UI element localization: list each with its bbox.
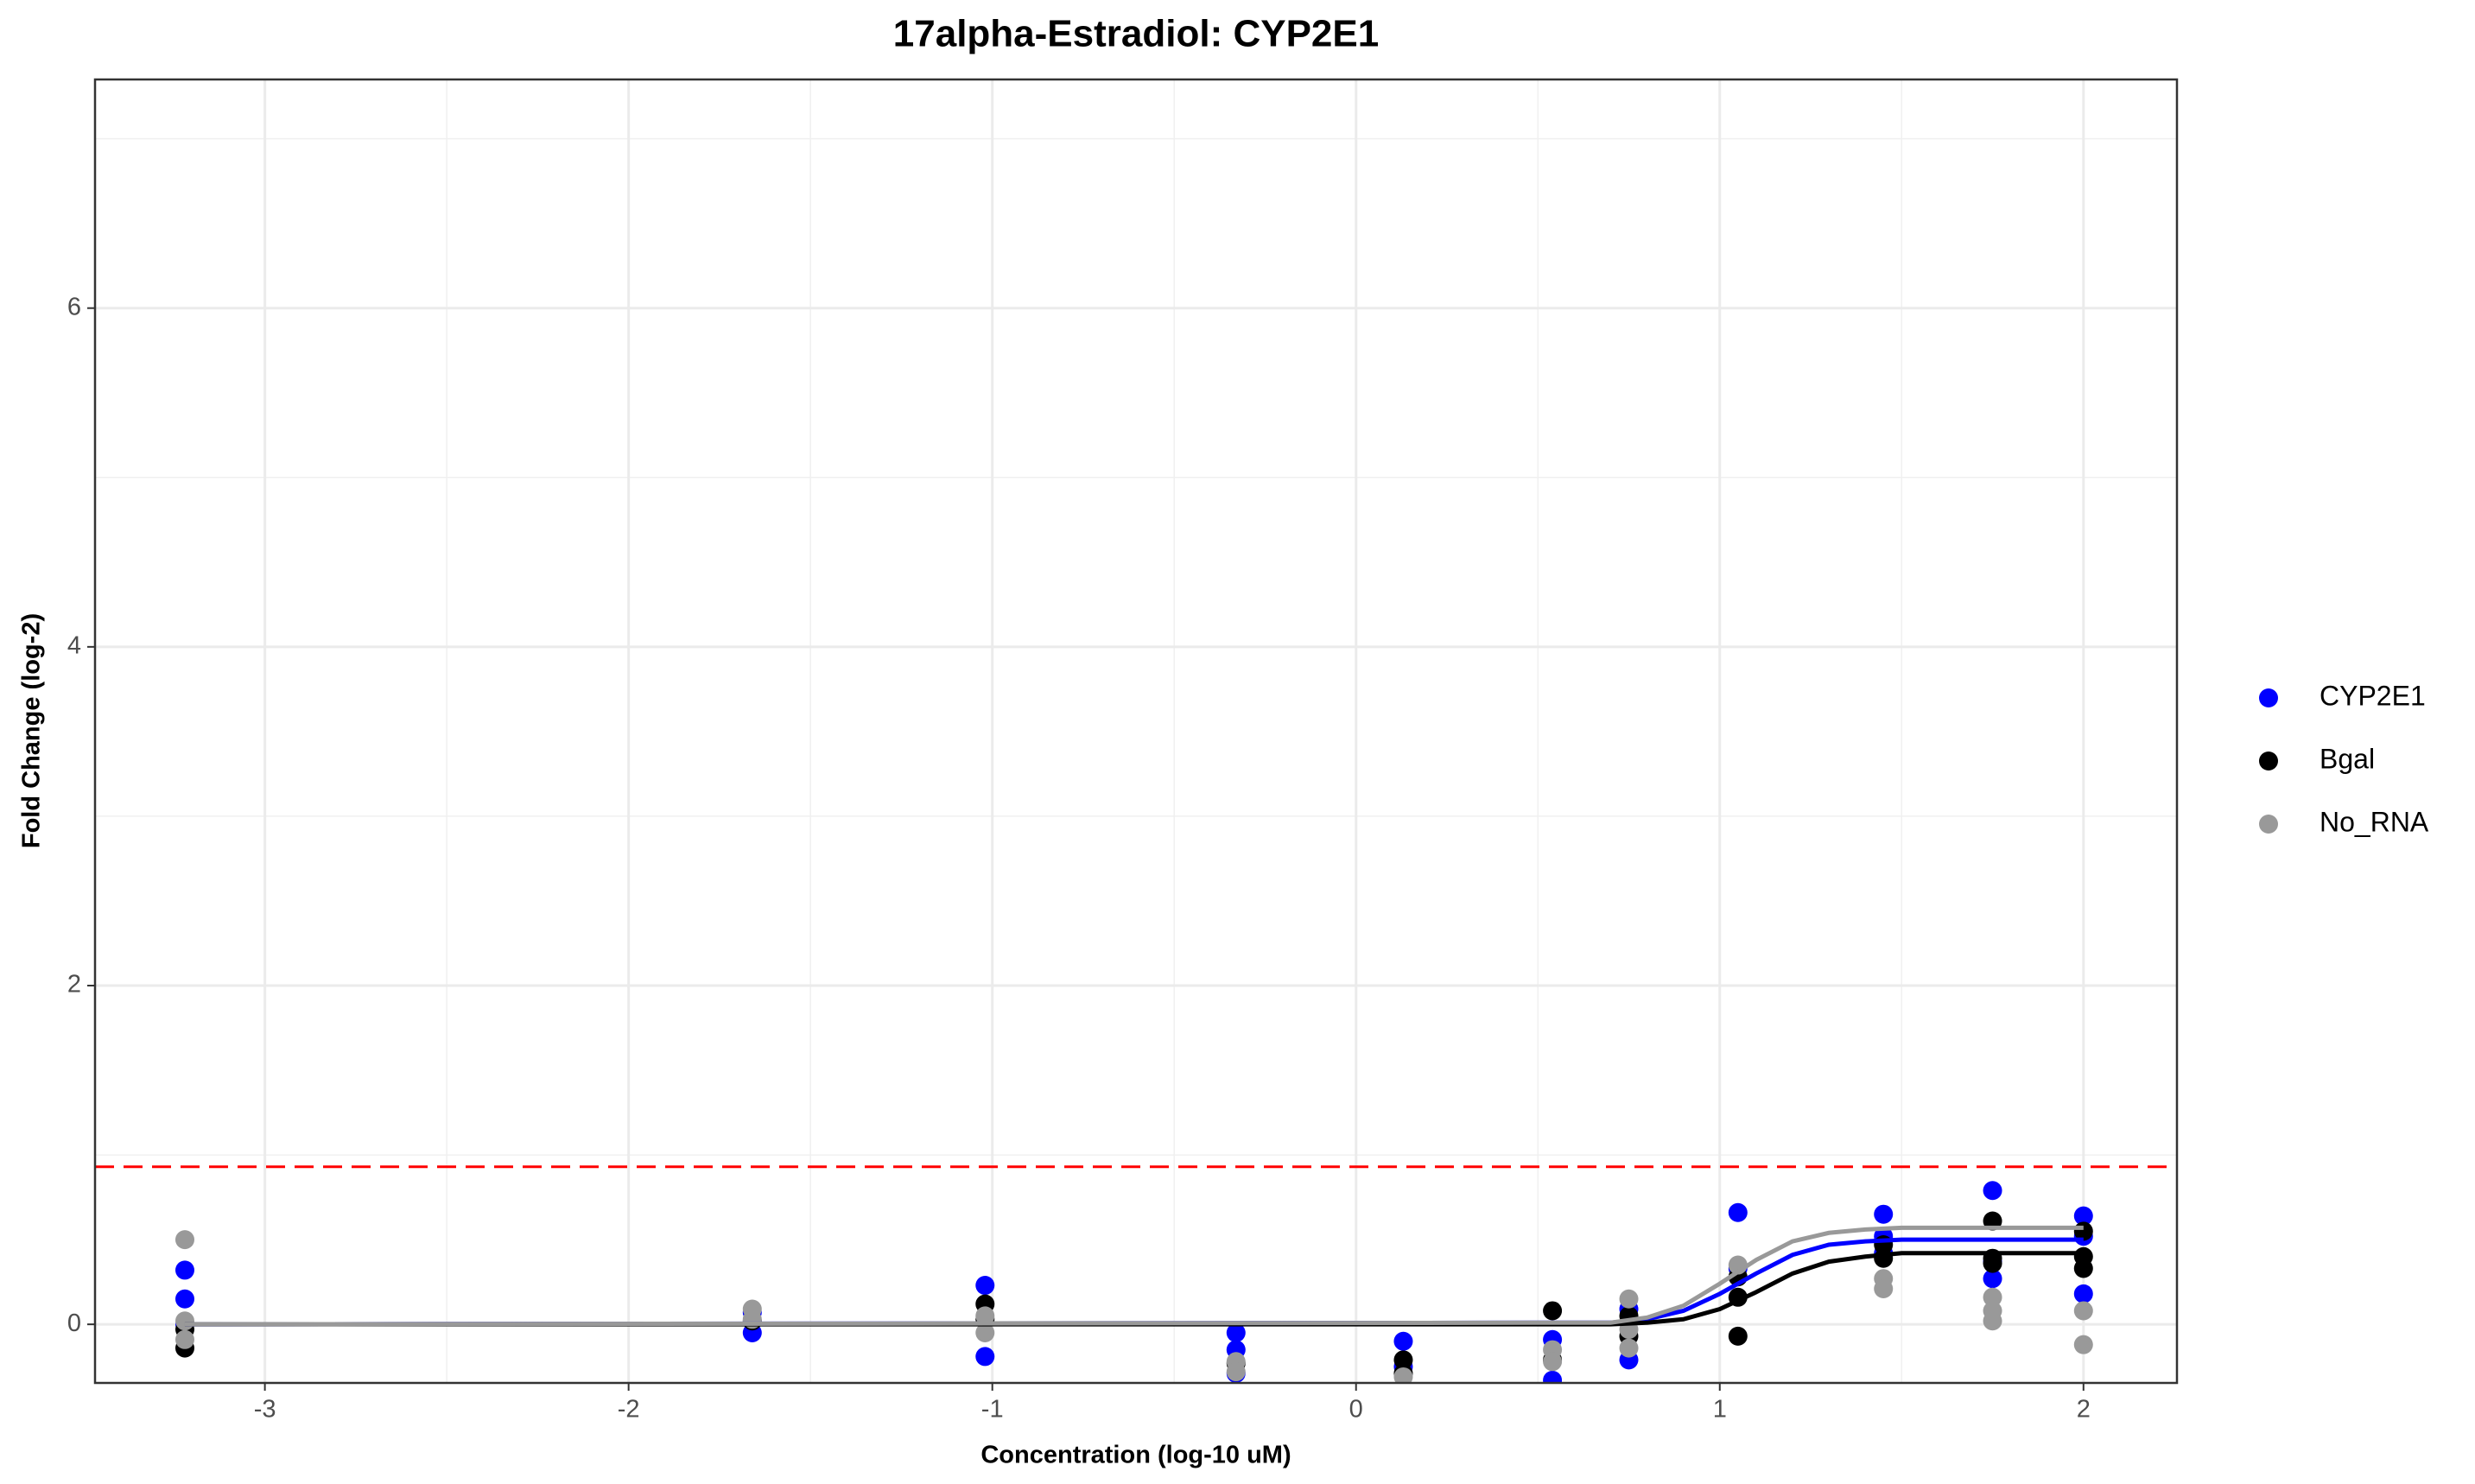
data-point xyxy=(1543,1370,1563,1383)
data-point xyxy=(175,1311,194,1331)
data-point xyxy=(1543,1352,1563,1372)
y-tick-label: 6 xyxy=(67,293,81,320)
x-tick-label: 1 xyxy=(1713,1396,1727,1424)
plot-area xyxy=(95,1165,2177,1383)
x-tick-label: -1 xyxy=(981,1396,1004,1424)
data-point xyxy=(2073,1284,2093,1303)
chart-title: 17alpha-Estradiol: CYP2E1 xyxy=(893,13,1379,55)
data-point xyxy=(175,1230,194,1250)
data-point xyxy=(1728,1202,1748,1222)
data-point xyxy=(1393,1331,1413,1351)
data-point xyxy=(175,1329,194,1349)
data-point xyxy=(2073,1206,2093,1226)
fit-curve xyxy=(184,1251,2084,1327)
data-point xyxy=(1393,1350,1413,1370)
data-point xyxy=(1619,1338,1639,1358)
data-point xyxy=(1226,1362,1246,1382)
data-point xyxy=(1983,1181,2002,1201)
data-point xyxy=(1983,1269,2002,1289)
data-point xyxy=(1543,1301,1563,1321)
legend-marker xyxy=(2259,688,2278,707)
data-point xyxy=(1874,1278,1894,1298)
data-point xyxy=(1874,1248,1894,1268)
data-point xyxy=(1393,1367,1413,1383)
legend-label: No_RNA xyxy=(2320,806,2429,837)
legend-marker xyxy=(2259,815,2278,834)
x-tick-label: -3 xyxy=(254,1396,276,1424)
y-axis-label: Fold Change (log-2) xyxy=(18,613,46,848)
data-point xyxy=(1728,1326,1748,1346)
data-point xyxy=(975,1322,995,1342)
data-point xyxy=(975,1306,995,1326)
y-tick-label: 4 xyxy=(67,632,81,660)
plot-border xyxy=(93,78,2179,1385)
data-point xyxy=(1874,1204,1894,1224)
data-point xyxy=(1983,1287,2002,1307)
legend-label: Bgal xyxy=(2320,743,2375,774)
data-point xyxy=(975,1276,995,1296)
x-tick-label: 0 xyxy=(1349,1396,1363,1424)
data-point xyxy=(175,1260,194,1280)
x-tick-label: 2 xyxy=(2077,1396,2091,1424)
data-point xyxy=(2073,1335,2093,1354)
data-point xyxy=(2073,1301,2093,1321)
legend-marker xyxy=(2259,752,2278,771)
data-point xyxy=(175,1289,194,1309)
legend-label: CYP2E1 xyxy=(2320,680,2426,711)
data-point xyxy=(1226,1322,1246,1342)
data-point xyxy=(1619,1289,1639,1309)
fit-curve xyxy=(184,1225,2084,1327)
data-point xyxy=(975,1347,995,1367)
data-point xyxy=(2073,1259,2093,1278)
y-tick-label: 0 xyxy=(67,1310,81,1337)
y-tick-label: 2 xyxy=(67,971,81,999)
data-point xyxy=(1983,1301,2002,1321)
x-tick-label: -2 xyxy=(618,1396,640,1424)
x-axis-label: Concentration (log-10 uM) xyxy=(980,1442,1291,1469)
